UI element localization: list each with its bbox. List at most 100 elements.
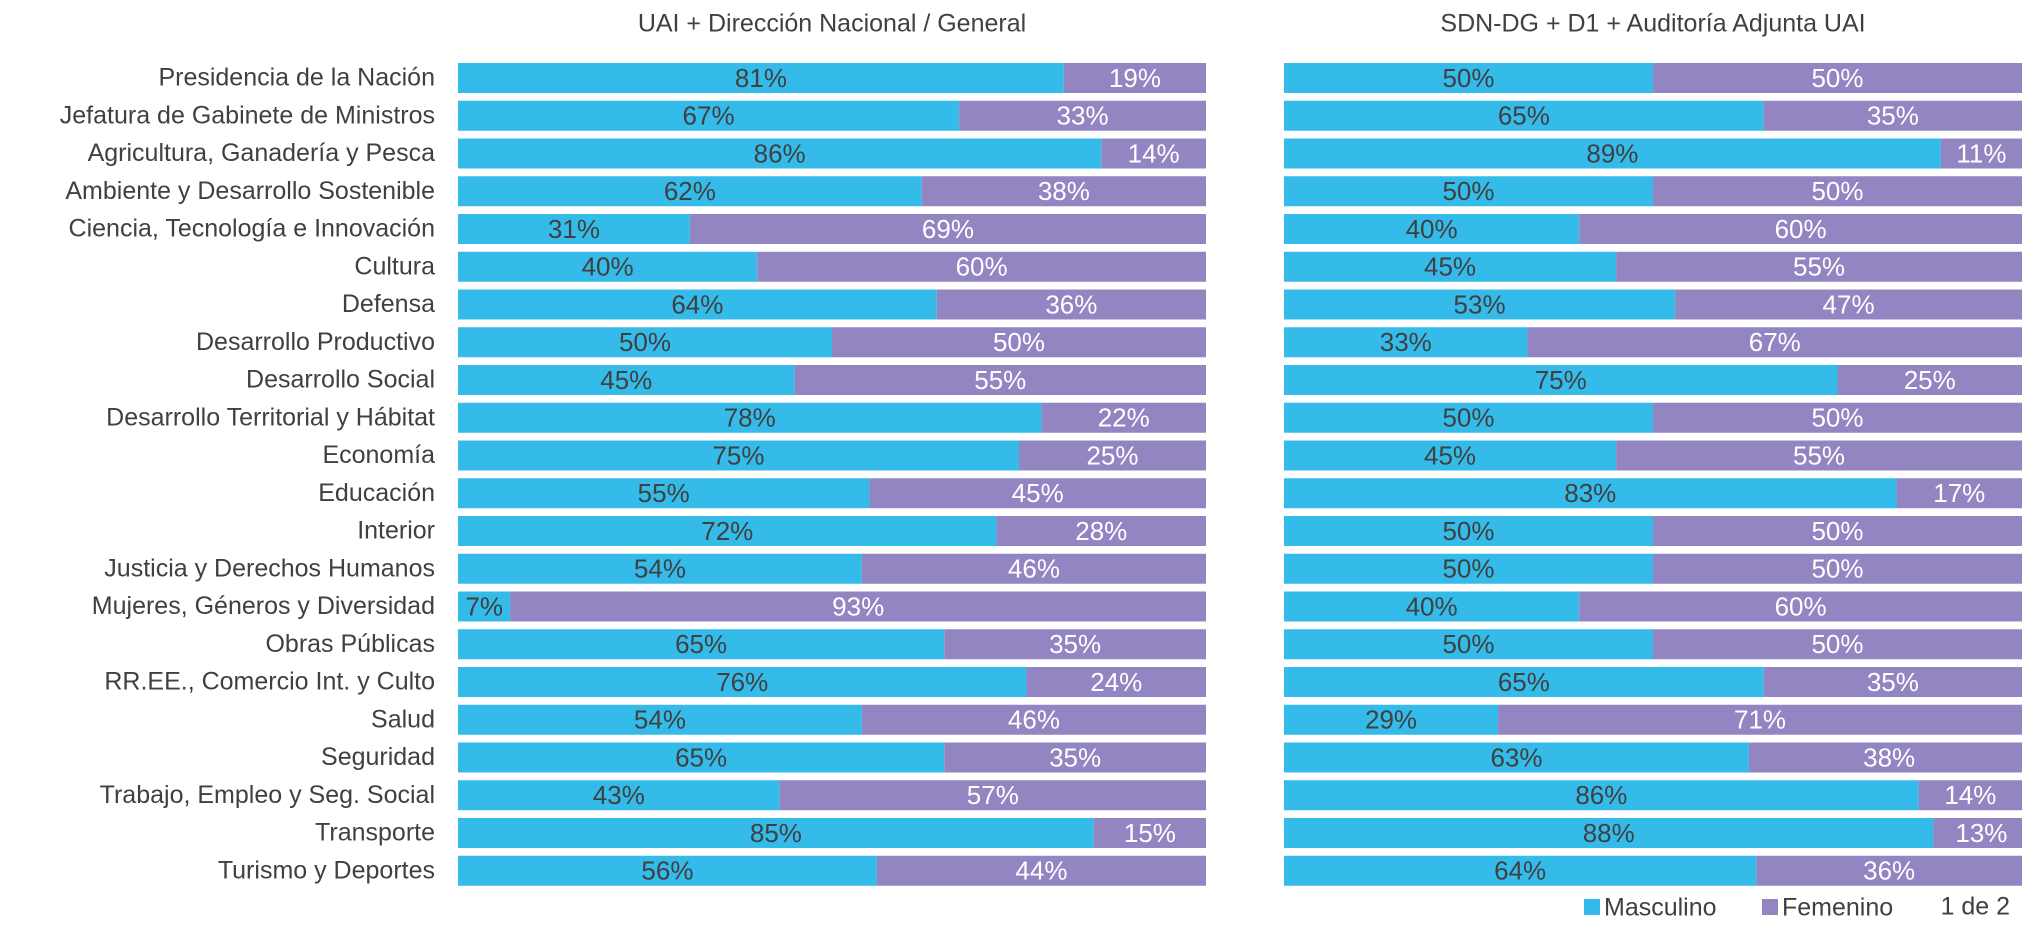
bar-segment (1284, 289, 1676, 320)
value-label: 50% (1442, 629, 1494, 659)
bar-segment (1579, 591, 2022, 622)
value-label: 55% (974, 365, 1026, 395)
bar-segment (1616, 251, 2022, 282)
bar-segment (1284, 138, 1941, 169)
value-label: 14% (1944, 780, 1996, 810)
bar-segment (1284, 365, 1838, 395)
value-label: 71% (1734, 705, 1786, 735)
value-label: 60% (1775, 591, 1827, 621)
value-label: 56% (641, 856, 693, 886)
value-label: 60% (956, 252, 1008, 282)
value-label: 19% (1109, 63, 1161, 93)
value-label: 65% (675, 742, 727, 772)
value-label: 33% (1380, 327, 1432, 357)
value-label: 38% (1038, 176, 1090, 206)
bar-segment (1284, 629, 1653, 660)
value-label: 50% (1442, 176, 1494, 206)
value-label: 64% (1494, 856, 1546, 886)
value-label: 22% (1098, 403, 1150, 433)
category-label: Seguridad (321, 743, 435, 771)
bar-segment (1284, 100, 1764, 131)
value-label: 72% (701, 516, 753, 546)
bar-segment (1837, 365, 2022, 395)
value-label: 53% (1454, 289, 1506, 319)
bar-segment (1284, 327, 1528, 358)
bar-segment (458, 176, 922, 207)
bar-segment (936, 289, 1206, 320)
bar-segment (458, 629, 945, 660)
bar-segment (1101, 138, 1206, 169)
value-label: 50% (1442, 516, 1494, 546)
value-label: 33% (1057, 101, 1109, 131)
bar-segment (1284, 478, 1897, 509)
value-label: 67% (1749, 327, 1801, 357)
category-label: Ciencia, Tecnología e Innovación (69, 215, 435, 243)
value-label: 45% (1012, 478, 1064, 508)
bar-segment (458, 478, 870, 509)
value-label: 14% (1128, 138, 1180, 168)
bar-segment (1284, 704, 1499, 735)
bar-segment (876, 855, 1206, 886)
bar-segment (458, 440, 1019, 471)
value-label: 7% (465, 591, 503, 621)
bar-segment (1284, 251, 1617, 282)
category-label: Presidencia de la Nación (158, 64, 435, 92)
value-label: 50% (1811, 63, 1863, 93)
bar-segment (1756, 855, 2022, 886)
bar-segment (510, 591, 1206, 622)
bar-segment (1653, 629, 2022, 660)
bar-segment (869, 478, 1206, 509)
value-label: 50% (1811, 403, 1863, 433)
bar-segment (1933, 818, 2022, 848)
bar-segment (458, 402, 1042, 433)
value-label: 35% (1049, 629, 1101, 659)
value-label: 75% (712, 440, 764, 470)
value-label: 86% (1575, 780, 1627, 810)
category-label: Educación (318, 479, 435, 507)
value-label: 88% (1583, 818, 1635, 848)
category-label: Desarrollo Productivo (196, 328, 435, 356)
bar-segment (1653, 516, 2022, 546)
value-label: 45% (1424, 252, 1476, 282)
value-label: 35% (1049, 742, 1101, 772)
category-label: Agricultura, Ganadería y Pesca (88, 139, 435, 167)
bar-segment (458, 138, 1102, 169)
legend-swatch (1584, 899, 1600, 915)
bar-segment (1026, 667, 1206, 697)
value-label: 40% (1406, 591, 1458, 621)
bar-segment (1763, 100, 2022, 131)
bar-segment (1284, 516, 1653, 546)
bar-segment (1019, 440, 1206, 471)
category-label: Mujeres, Géneros y Diversidad (92, 592, 435, 620)
legend-swatch (1762, 899, 1778, 915)
bar-segment (1284, 176, 1653, 207)
category-label: Defensa (342, 290, 435, 318)
legend-label: Femenino (1782, 894, 1893, 922)
bar-segment (1041, 402, 1206, 433)
category-label: Turismo y Deportes (218, 856, 435, 884)
value-label: 38% (1863, 742, 1915, 772)
value-label: 50% (993, 327, 1045, 357)
bar-segment (1653, 553, 2022, 584)
bar-segment (1284, 402, 1653, 433)
value-label: 55% (1793, 440, 1845, 470)
bar-segment (1616, 440, 2022, 471)
value-label: 57% (967, 780, 1019, 810)
bar-segment (458, 289, 937, 320)
value-label: 75% (1535, 365, 1587, 395)
value-label: 25% (1086, 440, 1138, 470)
bar-segment (996, 516, 1206, 546)
value-label: 64% (671, 289, 723, 319)
value-label: 50% (1442, 63, 1494, 93)
bar-segment (1653, 402, 2022, 433)
bar-segment (458, 100, 960, 131)
value-label: 11% (1956, 138, 2006, 168)
bar-segment (458, 327, 832, 358)
category-label: Justicia y Derechos Humanos (104, 554, 435, 582)
category-label: Transporte (315, 819, 435, 847)
bar-segment (1284, 855, 1757, 886)
bar-segment (689, 214, 1206, 244)
value-label: 55% (1793, 252, 1845, 282)
value-label: 36% (1863, 856, 1915, 886)
bar-segment (794, 365, 1206, 395)
